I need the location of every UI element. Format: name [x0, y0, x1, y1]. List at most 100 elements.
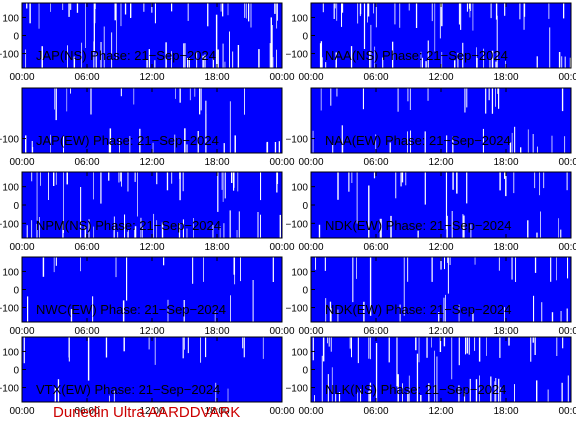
gap-spike: [70, 88, 71, 94]
gap-spike: [84, 225, 87, 238]
gap-spike: [479, 375, 480, 402]
gap-spike: [504, 3, 506, 16]
gap-spike: [152, 142, 154, 153]
x-tick-label: 00:00: [9, 72, 34, 83]
gap-spike: [54, 88, 55, 110]
panel-7: 1000−10000:0006:0012:0018:0000:00NWC(EW)…: [0, 256, 295, 337]
gap-spike: [566, 172, 568, 191]
gap-spike: [373, 172, 376, 179]
gap-spike: [389, 142, 391, 153]
gap-spike: [93, 3, 95, 52]
gap-spike: [463, 215, 465, 238]
gap-spike: [375, 3, 377, 28]
gap-spike: [434, 3, 436, 52]
gap-spike: [504, 172, 506, 179]
gap-spike: [174, 134, 176, 153]
gap-spike: [476, 47, 477, 68]
gap-spike: [279, 214, 282, 238]
gap-spike: [39, 217, 40, 238]
gap-spike: [240, 257, 241, 282]
gap-spike: [407, 392, 409, 402]
gap-spike: [54, 387, 57, 402]
gap-spike: [331, 367, 333, 402]
panel-5: 1000−10000:0006:0012:0018:0000:00NPM(NS)…: [0, 171, 295, 253]
gap-spike: [562, 337, 564, 349]
gap-spike: [482, 128, 484, 153]
gap-spike: [324, 257, 326, 271]
gap-spike: [272, 257, 274, 282]
gap-spike: [220, 3, 222, 12]
gap-spike: [447, 257, 449, 294]
gap-spike: [369, 257, 372, 316]
gap-spike: [175, 88, 176, 99]
x-tick-label: 00:00: [558, 406, 576, 417]
gap-spike: [337, 309, 339, 322]
y-tick-label: 0: [13, 201, 19, 212]
y-tick-label: 0: [302, 201, 308, 212]
x-tick-label: 12:00: [139, 242, 164, 253]
gap-spike: [513, 172, 515, 194]
y-tick-label: 100: [2, 347, 19, 358]
y-tick-label: 100: [2, 13, 19, 24]
gap-spike: [67, 45, 68, 68]
gap-spike: [272, 57, 274, 68]
gap-spike: [466, 3, 468, 12]
gap-spike: [189, 88, 191, 101]
y-tick-label: −100: [285, 219, 308, 230]
y-tick-label: 100: [291, 267, 308, 278]
gap-spike: [166, 172, 169, 191]
x-tick-label: 18:00: [204, 72, 229, 83]
x-tick-label: 00:00: [269, 326, 294, 337]
gap-spike: [229, 101, 231, 153]
gap-spike: [458, 304, 460, 322]
gap-spike: [182, 219, 184, 238]
gap-spike: [139, 128, 141, 153]
gap-spike: [356, 257, 357, 279]
gap-spike: [48, 172, 49, 200]
gap-spike: [236, 230, 238, 238]
gap-spike: [436, 356, 438, 402]
gap-spike: [243, 337, 245, 358]
gap-spike: [491, 88, 494, 114]
gap-spike: [341, 3, 344, 13]
gap-spike: [515, 257, 517, 282]
gap-spike: [549, 27, 551, 68]
gap-spike: [63, 136, 65, 153]
gap-spike: [119, 138, 120, 153]
gap-spike: [399, 304, 401, 322]
gap-spike: [368, 337, 370, 359]
y-tick-label: −100: [0, 219, 19, 230]
gap-spike: [468, 337, 470, 355]
gap-spike: [205, 337, 207, 358]
gap-spike: [187, 58, 189, 68]
gap-spike: [113, 216, 115, 238]
gap-spike: [476, 57, 478, 68]
gap-spike: [505, 172, 507, 197]
gap-spike: [457, 52, 459, 68]
gap-spike: [363, 3, 366, 49]
gap-spike: [425, 61, 427, 68]
gap-spike: [53, 172, 55, 186]
gap-spike: [558, 218, 559, 238]
gap-spike: [165, 42, 167, 68]
gap-spike: [222, 3, 224, 17]
x-tick-label: 06:00: [74, 157, 99, 168]
gap-spike: [537, 146, 538, 153]
gap-spike: [113, 390, 115, 402]
gap-spike: [410, 130, 411, 153]
panel-10: 1000−10000:0006:0012:0018:0000:00NLK(NS)…: [285, 336, 576, 417]
gap-spike: [73, 56, 76, 68]
gap-spike: [400, 172, 402, 187]
gap-spike: [27, 296, 29, 322]
gap-spike: [394, 3, 396, 25]
gap-spike: [312, 130, 314, 153]
gap-spike: [202, 55, 204, 68]
x-tick-label: 06:00: [74, 326, 99, 337]
gap-spike: [427, 40, 429, 68]
panel-title: NPM(NS) Phase: 21−Sep−2024: [36, 218, 221, 233]
phase-trace-fill: [22, 337, 282, 402]
gap-spike: [53, 257, 55, 273]
panel-9: 1000−10000:0006:0012:0018:0000:00VTX(EW)…: [0, 336, 295, 417]
gap-spike: [342, 143, 344, 153]
